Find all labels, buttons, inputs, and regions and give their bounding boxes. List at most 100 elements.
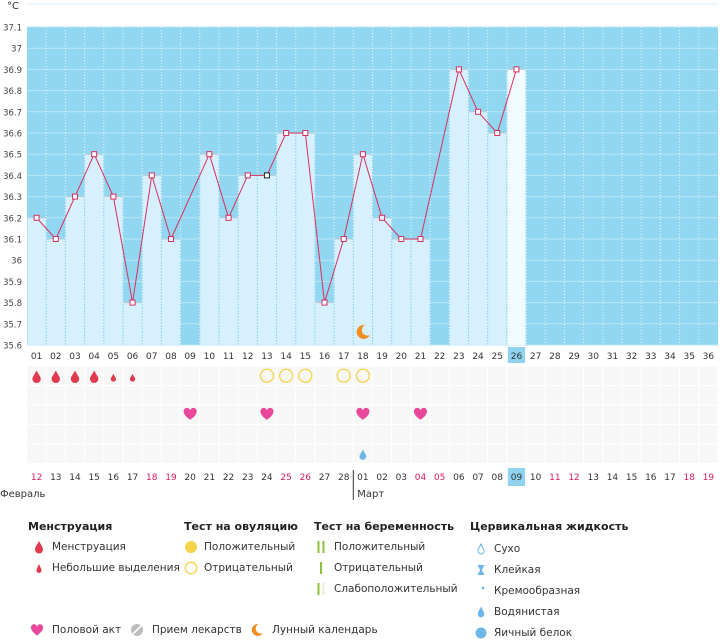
y-tick-label: 36.4	[3, 172, 22, 182]
symptom-cell	[507, 425, 526, 444]
y-tick-label: 35.7	[3, 320, 22, 330]
legend-item-label: Отрицательный	[334, 562, 423, 574]
symptom-cell	[584, 405, 603, 424]
symptom-cell	[65, 386, 85, 405]
symptom-cell	[680, 425, 699, 444]
symptom-cell	[219, 386, 238, 405]
symptom-cell	[85, 386, 104, 405]
temperature-point	[148, 172, 155, 179]
symptom-cell	[641, 405, 660, 424]
symptom-cell	[296, 386, 315, 405]
symptom-cell	[181, 444, 200, 463]
date-label: 19	[703, 473, 715, 483]
intercourse-heart	[260, 407, 274, 420]
legend-other: Половой акт Прием лекарств Лунный календ…	[28, 623, 408, 637]
symptom-cell	[104, 444, 123, 463]
symptom-cell	[468, 405, 488, 424]
temperature-line	[208, 154, 230, 218]
symptom-cell	[468, 425, 488, 444]
temperature-point	[359, 151, 366, 158]
symptom-cell	[238, 444, 257, 463]
y-tick-label: 36.9	[3, 66, 22, 76]
cycle-day-label: 34	[664, 352, 676, 362]
symptom-cell	[584, 366, 603, 385]
symptom-cell	[564, 444, 584, 463]
symptom-cell	[257, 425, 277, 444]
cycle-day-label: 04	[88, 352, 100, 362]
intercourse-heart	[413, 407, 427, 420]
legend-item-label: Положительный	[334, 541, 426, 553]
symptom-cell	[680, 444, 699, 463]
symptom-cell	[526, 386, 545, 405]
month-label: Февраль	[0, 489, 46, 500]
symptom-cell	[584, 444, 603, 463]
symptom-cell	[142, 425, 161, 444]
symptom-cell	[315, 405, 334, 424]
symptom-cell	[123, 425, 142, 444]
symptom-cell	[373, 425, 392, 444]
symptom-cell	[104, 405, 123, 424]
symptom-cell	[277, 386, 296, 405]
y-unit-label: °C	[7, 1, 19, 12]
ovulation-negative-mark	[336, 368, 351, 383]
symptom-cell	[603, 366, 622, 385]
temperature-line	[304, 132, 326, 303]
spotting-drop	[129, 373, 136, 382]
temperature-bar	[507, 69, 526, 346]
date-label: 12	[31, 473, 42, 483]
cycle-day-label: 09	[184, 352, 196, 362]
symptom-cell	[507, 444, 526, 463]
date-label: 02	[376, 473, 387, 483]
symptom-cell	[334, 444, 353, 463]
date-label: 16	[108, 473, 120, 483]
symptom-cell	[392, 425, 411, 444]
symptom-cell	[27, 405, 46, 424]
current-date-highlight	[507, 468, 526, 486]
legend-item-label: Прием лекарств	[152, 624, 242, 636]
symptom-cell	[257, 444, 277, 463]
legend-item-label: Клейкая	[494, 564, 541, 576]
symptom-cell	[468, 386, 488, 405]
symptom-cell	[161, 405, 181, 424]
symptom-cell	[27, 425, 46, 444]
symptom-cell	[46, 444, 65, 463]
date-label: 22	[223, 473, 234, 483]
symptom-cell	[392, 405, 411, 424]
month-label: Март	[357, 489, 384, 500]
symptom-cell	[680, 386, 699, 405]
cycle-day-label: 31	[607, 352, 618, 362]
date-label: 04	[415, 473, 427, 483]
cycle-day-label: 03	[69, 352, 80, 362]
cycle-day-label: 25	[492, 352, 503, 362]
legend-item-label: Водянистая	[494, 606, 560, 618]
temperature-bar	[449, 69, 468, 346]
symptom-cell	[680, 405, 699, 424]
symptom-cell	[334, 405, 353, 424]
symptom-cell	[545, 425, 564, 444]
symptom-cell	[142, 405, 161, 424]
date-label: 20	[184, 473, 196, 483]
date-label: 07	[472, 473, 483, 483]
symptom-cell	[430, 386, 449, 405]
temperature-bar	[257, 175, 277, 345]
legend-ovulation-title: Тест на овуляцию	[184, 520, 298, 533]
date-label: 16	[645, 473, 657, 483]
date-label: 18	[683, 473, 695, 483]
menstruation-drop	[32, 370, 41, 384]
temperature-line	[362, 154, 383, 218]
cycle-day-label: 11	[223, 352, 234, 362]
egg-white-icon	[475, 627, 487, 639]
symptom-cell	[622, 444, 641, 463]
cycle-day-label: 14	[280, 352, 292, 362]
ovulation-negative-icon	[184, 561, 198, 575]
symptom-cell	[680, 366, 699, 385]
temperature-point	[417, 236, 424, 242]
temperature-line	[477, 111, 498, 134]
symptom-cell	[200, 366, 219, 385]
y-tick-label: 36.6	[3, 130, 22, 140]
symptom-cell	[315, 386, 334, 405]
cycle-day-label: 32	[626, 352, 637, 362]
symptom-cell	[545, 444, 564, 463]
symptom-cell	[46, 386, 65, 405]
